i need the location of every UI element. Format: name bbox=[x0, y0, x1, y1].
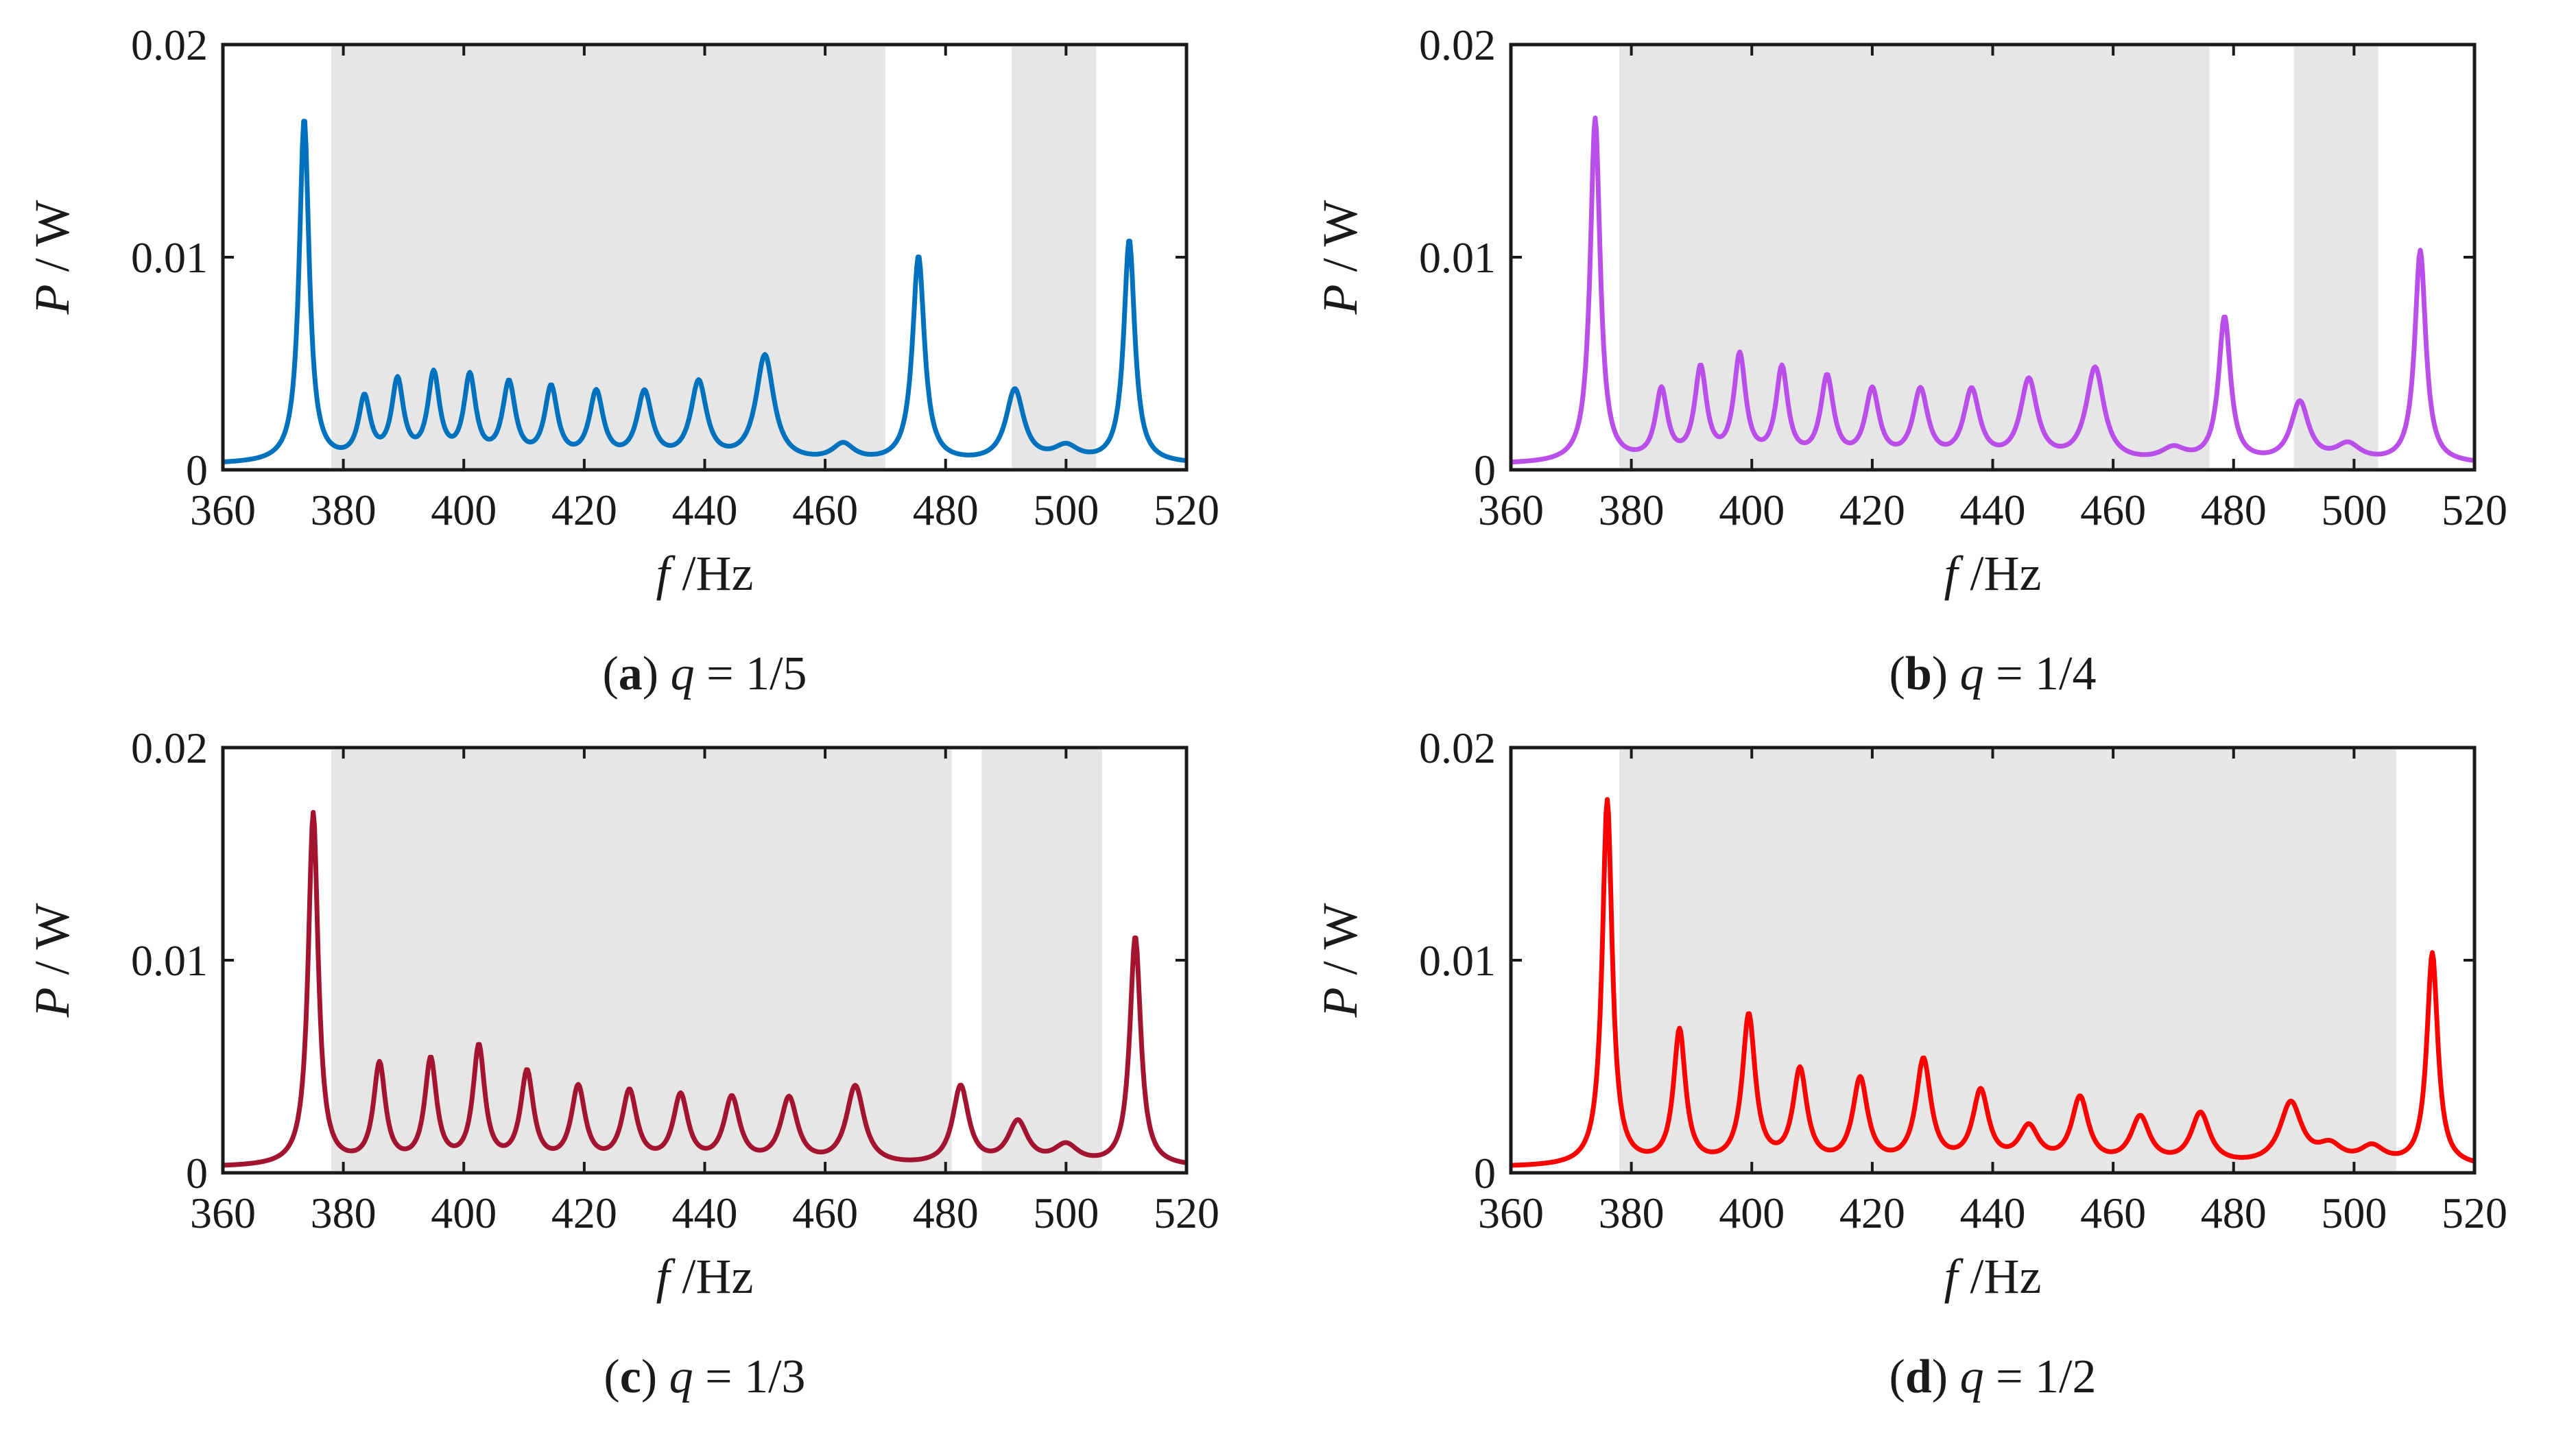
x-tick-label: 400 bbox=[431, 1189, 497, 1237]
x-tick-label: 520 bbox=[2442, 486, 2507, 534]
x-axis-label: f /Hz bbox=[656, 1249, 754, 1304]
bandgap-region bbox=[2293, 47, 2378, 468]
y-tick-label: 0 bbox=[186, 446, 208, 495]
x-tick-label: 440 bbox=[672, 1189, 738, 1237]
y-tick-label: 0.02 bbox=[1419, 724, 1496, 772]
panel-b: 360 380 400 420 440 460 480 500 520 0 0.01 0.02 f /H… bbox=[1288, 0, 2576, 706]
x-tick-label: 420 bbox=[1839, 486, 1905, 534]
x-tick-label: 400 bbox=[431, 486, 497, 534]
x-tick-label: 420 bbox=[1839, 1189, 1905, 1237]
y-tick-label: 0 bbox=[1474, 1149, 1496, 1198]
x-tick-label: 480 bbox=[2201, 1189, 2267, 1237]
bandgap-region bbox=[1012, 47, 1097, 468]
data-line bbox=[222, 809, 1188, 1168]
subfigure-caption: (d) q = 1/2 bbox=[1889, 1350, 2097, 1403]
x-tick-label: 480 bbox=[913, 1189, 979, 1237]
x-tick-label: 360 bbox=[1478, 486, 1544, 534]
x-tick-label: 460 bbox=[2080, 486, 2146, 534]
panel-a: 360 380 400 420 440 460 480 500 520 0 0.01 0.02 f /H… bbox=[0, 0, 1288, 706]
x-tick-label: 480 bbox=[913, 486, 979, 534]
x-tick-label: 360 bbox=[190, 1189, 256, 1237]
bandgap-region bbox=[331, 47, 885, 468]
x-tick-label: 380 bbox=[1599, 1189, 1665, 1237]
bandgap-region bbox=[1619, 750, 2396, 1171]
x-tick-label: 420 bbox=[551, 1189, 617, 1237]
x-axis-label: f /Hz bbox=[656, 546, 754, 601]
x-tick-label: 500 bbox=[1033, 1189, 1099, 1237]
chart-d: 360 380 400 420 440 460 480 500 520 0 0.01 0.02 f /H… bbox=[1313, 724, 2507, 1403]
x-tick-label: 460 bbox=[792, 1189, 858, 1237]
y-tick-label: 0.01 bbox=[131, 936, 208, 985]
x-tick-label: 420 bbox=[551, 486, 617, 534]
panel-c: 360 380 400 420 440 460 480 500 520 0 0.01 0.02 f /H… bbox=[0, 703, 1288, 1409]
x-tick-label: 380 bbox=[311, 1189, 377, 1237]
x-tick-label: 400 bbox=[1719, 1189, 1785, 1237]
x-tick-label: 500 bbox=[2321, 486, 2387, 534]
x-tick-label: 500 bbox=[1033, 486, 1099, 534]
subfigure-caption: (a) q = 1/5 bbox=[602, 647, 807, 700]
y-tick-label: 0.01 bbox=[131, 233, 208, 282]
x-tick-label: 360 bbox=[190, 486, 256, 534]
data-line bbox=[1510, 115, 2476, 465]
data-line bbox=[222, 119, 1188, 464]
x-axis-label: f /Hz bbox=[1944, 1249, 2042, 1304]
y-tick-label: 0.01 bbox=[1419, 233, 1496, 282]
x-tick-label: 500 bbox=[2321, 1189, 2387, 1237]
x-tick-label: 380 bbox=[1599, 486, 1665, 534]
chart-a: 360 380 400 420 440 460 480 500 520 0 0.01 0.02 f /H… bbox=[25, 21, 1219, 700]
x-tick-label: 380 bbox=[311, 486, 377, 534]
y-tick-label: 0.02 bbox=[131, 724, 208, 772]
x-tick-label: 480 bbox=[2201, 486, 2267, 534]
x-tick-label: 400 bbox=[1719, 486, 1785, 534]
x-tick-label: 440 bbox=[672, 486, 738, 534]
x-tick-label: 360 bbox=[1478, 1189, 1544, 1237]
y-tick-label: 0 bbox=[186, 1149, 208, 1198]
y-tick-label: 0.01 bbox=[1419, 936, 1496, 985]
x-tick-label: 460 bbox=[2080, 1189, 2146, 1237]
y-axis-label: P / W bbox=[25, 200, 80, 315]
bandgap-region bbox=[981, 750, 1103, 1171]
y-axis-label: P / W bbox=[1313, 200, 1368, 315]
y-axis-label: P / W bbox=[25, 903, 80, 1019]
x-tick-label: 440 bbox=[1960, 1189, 2026, 1237]
x-tick-label: 520 bbox=[1154, 1189, 1219, 1237]
panel-d: 360 380 400 420 440 460 480 500 520 0 0.01 0.02 f /H… bbox=[1288, 703, 2576, 1409]
x-tick-label: 440 bbox=[1960, 486, 2026, 534]
subfigure-caption: (c) q = 1/3 bbox=[604, 1350, 805, 1403]
chart-c: 360 380 400 420 440 460 480 500 520 0 0.01 0.02 f /H… bbox=[25, 724, 1219, 1403]
x-tick-label: 460 bbox=[792, 486, 858, 534]
subfigure-caption: (b) q = 1/4 bbox=[1889, 647, 2097, 700]
x-axis-label: f /Hz bbox=[1944, 546, 2042, 601]
y-tick-label: 0.02 bbox=[131, 21, 208, 69]
y-axis-label: P / W bbox=[1313, 903, 1368, 1019]
data-line bbox=[1510, 797, 2476, 1168]
y-tick-label: 0 bbox=[1474, 446, 1496, 495]
x-tick-label: 520 bbox=[1154, 486, 1219, 534]
y-tick-label: 0.02 bbox=[1419, 21, 1496, 69]
chart-b: 360 380 400 420 440 460 480 500 520 0 0.01 0.02 f /H… bbox=[1313, 21, 2507, 700]
x-tick-label: 520 bbox=[2442, 1189, 2507, 1237]
